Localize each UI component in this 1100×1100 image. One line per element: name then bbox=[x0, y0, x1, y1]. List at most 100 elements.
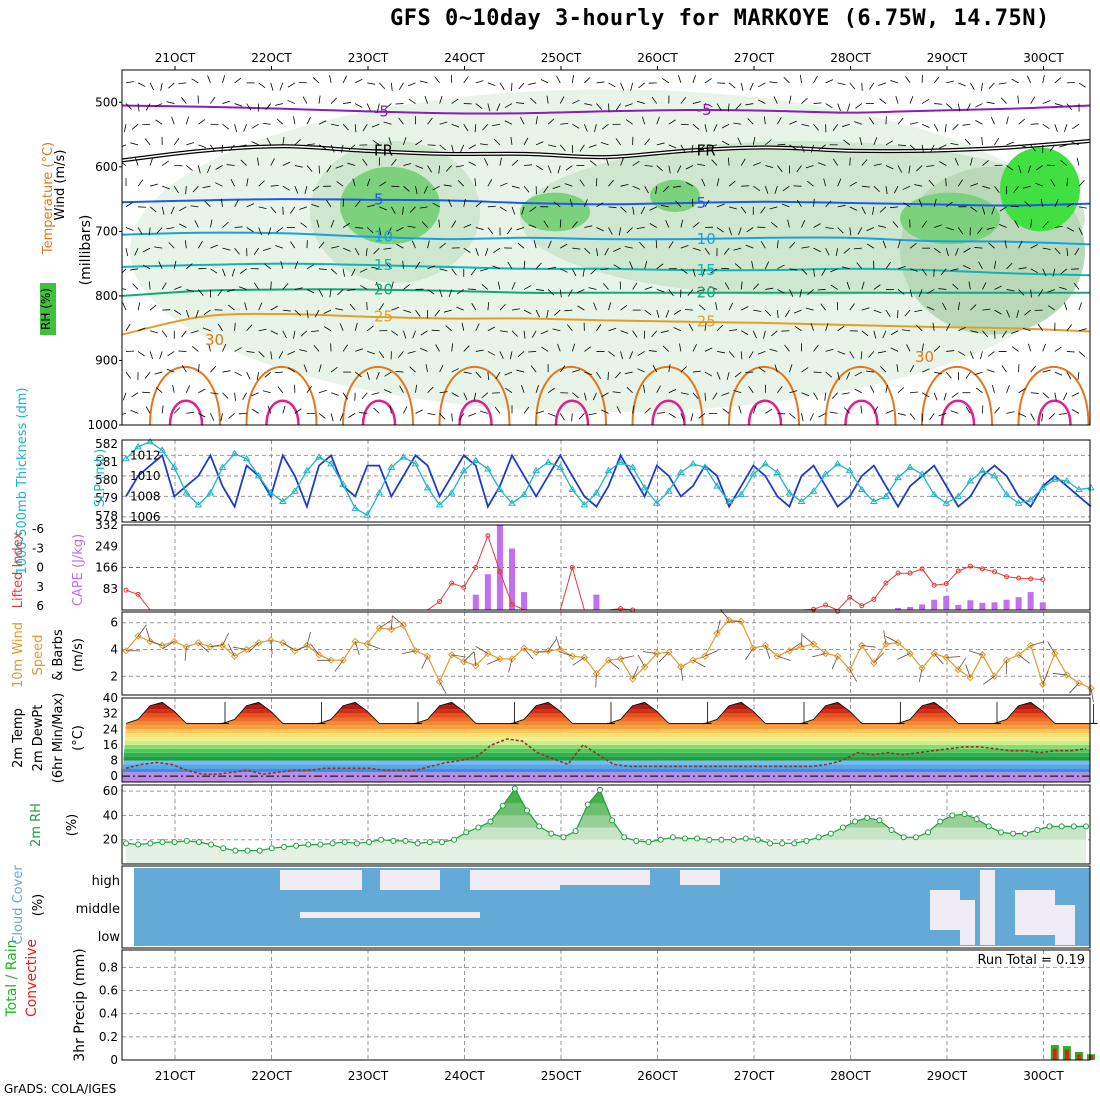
wind-barb bbox=[837, 204, 846, 208]
wind-barb bbox=[813, 75, 818, 84]
wind-marker bbox=[773, 652, 782, 660]
wind-barb bbox=[378, 227, 382, 236]
wind-barb bbox=[396, 243, 404, 249]
wind-barb bbox=[415, 309, 421, 317]
wind-barb bbox=[279, 82, 284, 91]
wind-barb bbox=[403, 137, 407, 146]
wind-barb bbox=[883, 630, 887, 645]
wind-barb bbox=[174, 309, 182, 315]
wind-barb bbox=[849, 157, 851, 166]
wind-barb bbox=[721, 123, 730, 129]
wind-barb bbox=[371, 266, 380, 270]
wind-barb bbox=[523, 185, 530, 193]
wind-barb bbox=[499, 351, 504, 359]
wind-barb bbox=[154, 103, 163, 108]
wind-barb bbox=[668, 241, 674, 249]
wind-barb bbox=[572, 392, 579, 399]
wind-barb bbox=[1030, 219, 1033, 228]
wind-barb bbox=[955, 248, 959, 256]
wind-barb bbox=[535, 165, 544, 171]
wind-barb bbox=[407, 82, 416, 87]
lifted-marker bbox=[135, 591, 141, 597]
wind-barb bbox=[403, 309, 412, 313]
wind-barb bbox=[813, 198, 815, 207]
thickness-marker bbox=[1014, 499, 1023, 506]
wind-barb bbox=[624, 103, 633, 107]
wind-barb bbox=[843, 407, 851, 414]
isotherm-10 bbox=[122, 231, 1090, 246]
wind-barb bbox=[1060, 160, 1068, 166]
wind-barb bbox=[656, 289, 665, 293]
rh-marker bbox=[864, 814, 871, 821]
thickness-marker bbox=[520, 490, 528, 498]
x-tick-bottom: 26OCT bbox=[637, 1069, 678, 1083]
thickness-marker bbox=[737, 490, 746, 498]
wind-barb bbox=[882, 240, 887, 249]
wind-barb bbox=[637, 654, 646, 668]
wind-barb bbox=[451, 368, 459, 373]
wind-barb bbox=[994, 260, 997, 269]
wind-barb bbox=[733, 247, 742, 251]
wind-barb bbox=[789, 144, 797, 150]
rh-marker bbox=[463, 829, 470, 836]
wind-barb bbox=[367, 643, 381, 650]
wind-barb bbox=[407, 225, 416, 228]
wind-barb bbox=[263, 247, 271, 251]
wind-barb bbox=[1011, 78, 1019, 84]
wind-barb bbox=[547, 118, 555, 125]
rh-marker bbox=[511, 785, 518, 792]
rh-marker bbox=[985, 823, 992, 830]
wind-barb bbox=[644, 165, 653, 167]
wind-barb bbox=[403, 406, 408, 414]
thickness-marker bbox=[303, 466, 311, 474]
axis-label-degc: (°C) bbox=[71, 725, 86, 751]
wind-barb bbox=[403, 330, 407, 339]
isotherm-35 bbox=[361, 399, 397, 425]
wind-barb bbox=[334, 659, 344, 672]
wind-barb bbox=[897, 144, 906, 147]
wind-barb bbox=[258, 82, 266, 89]
wind-barb bbox=[861, 159, 868, 166]
wind-barb bbox=[560, 243, 568, 249]
wind-barb bbox=[655, 186, 658, 195]
wind-marker bbox=[520, 644, 528, 652]
wind-barb bbox=[222, 100, 231, 104]
wind-marker bbox=[327, 656, 335, 664]
wind-barb bbox=[451, 392, 459, 397]
wind-barb bbox=[174, 286, 182, 290]
wind-barb bbox=[463, 124, 469, 132]
axis-label-wind: Wind (m/s) bbox=[53, 150, 68, 221]
temp-band bbox=[122, 768, 1090, 773]
wind-barb bbox=[354, 103, 363, 108]
wind-barb bbox=[934, 103, 943, 105]
y-tick-precip: 0.4 bbox=[99, 1007, 118, 1021]
wind-barb bbox=[747, 118, 754, 125]
wind-barb bbox=[528, 351, 537, 353]
wind-barb bbox=[849, 206, 858, 211]
wind-barb bbox=[173, 185, 179, 194]
wind-marker bbox=[254, 639, 263, 647]
wind-barb bbox=[1038, 289, 1044, 297]
wind-barb bbox=[1048, 305, 1056, 311]
wind-barb bbox=[734, 263, 742, 270]
wind-barb bbox=[559, 144, 566, 152]
rh-marker bbox=[609, 817, 616, 824]
cape-bar bbox=[484, 574, 491, 610]
wind-barb bbox=[166, 227, 175, 230]
temp-band bbox=[122, 713, 1090, 718]
precip-conv-bar bbox=[1052, 1048, 1057, 1060]
wind-barb bbox=[1013, 185, 1019, 193]
wind-barb bbox=[921, 392, 930, 398]
wind-marker bbox=[749, 644, 757, 652]
thickness-marker bbox=[809, 487, 818, 494]
wind-barb bbox=[584, 103, 593, 106]
lifted-marker bbox=[123, 587, 129, 593]
wind-barb bbox=[391, 185, 400, 188]
thickness-marker bbox=[1002, 490, 1011, 498]
thickness-marker bbox=[423, 483, 432, 491]
wind-barb bbox=[861, 281, 865, 290]
wind-barb bbox=[239, 268, 247, 274]
wind-barb bbox=[557, 165, 561, 174]
wind-barb bbox=[758, 99, 766, 104]
wind-barb bbox=[584, 225, 593, 228]
